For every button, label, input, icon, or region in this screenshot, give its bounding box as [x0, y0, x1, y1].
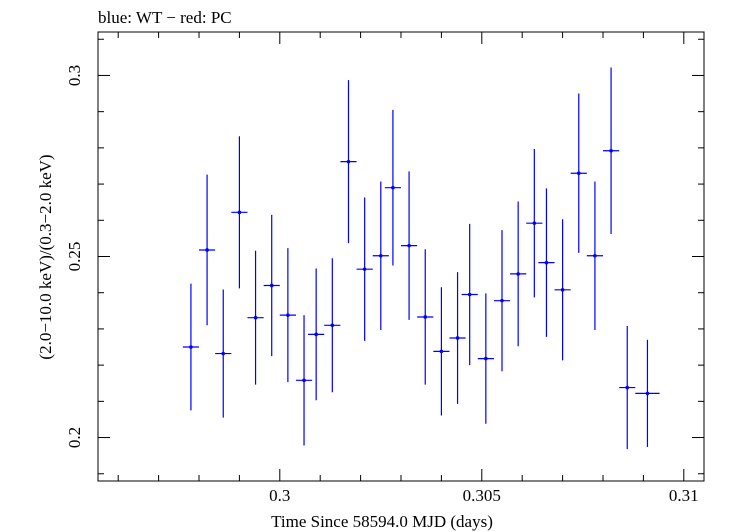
data-marker	[645, 391, 650, 396]
data-point	[433, 287, 450, 416]
data-point	[215, 289, 232, 418]
x-axis-label: Time Since 58594.0 MJD (days)	[271, 512, 493, 531]
x-tick-label: 0.3	[269, 486, 290, 505]
data-point	[554, 219, 571, 361]
data-point	[372, 181, 389, 331]
data-marker	[362, 267, 367, 271]
data-point	[570, 93, 587, 253]
data-point	[449, 272, 466, 404]
data-point	[231, 136, 248, 289]
data-marker	[467, 292, 472, 297]
data-marker	[189, 345, 193, 349]
data-marker	[379, 253, 383, 258]
axis-tick-labels: 0.3 0.305 0.31 0.2 0.25 0.3	[65, 65, 699, 505]
data-point	[538, 188, 555, 337]
data-marker	[269, 283, 274, 288]
data-marker	[500, 298, 504, 303]
y-tick-label: 0.3	[65, 65, 84, 86]
data-marker	[439, 349, 444, 354]
data-point	[247, 250, 264, 385]
y-tick-label: 0.25	[65, 242, 84, 272]
data-point	[308, 268, 325, 401]
y-tick-label: 0.2	[65, 427, 84, 448]
data-point	[417, 249, 434, 385]
data-marker	[237, 210, 242, 215]
data-marker	[391, 185, 395, 190]
data-marker	[407, 243, 411, 248]
data-point	[182, 283, 199, 411]
x-tick-label: 0.31	[669, 486, 699, 505]
data-marker	[609, 148, 613, 153]
data-point	[619, 326, 636, 450]
data-marker	[205, 248, 209, 252]
data-marker	[625, 385, 630, 390]
data-point	[263, 214, 280, 357]
data-marker	[593, 253, 597, 258]
data-point	[384, 109, 401, 266]
data-points	[182, 67, 660, 450]
data-marker	[302, 378, 306, 383]
data-marker	[516, 272, 520, 276]
data-marker	[484, 356, 488, 361]
data-marker	[576, 171, 581, 176]
data-point	[356, 197, 373, 341]
data-point	[510, 201, 527, 347]
data-marker	[455, 336, 460, 340]
data-point	[477, 293, 494, 424]
data-point	[401, 171, 418, 320]
y-axis-label: (2.0−10.0 keV)/(0.3−2.0 keV)	[36, 154, 55, 359]
data-point	[586, 181, 603, 331]
data-point	[493, 230, 511, 372]
axis-ticks	[98, 32, 704, 481]
chart-title: blue: WT − red: PC	[98, 8, 232, 27]
data-marker	[221, 351, 226, 356]
x-tick-label: 0.305	[463, 486, 501, 505]
data-point	[279, 248, 296, 383]
data-marker	[544, 260, 549, 265]
data-point	[199, 174, 216, 326]
data-point	[635, 339, 660, 447]
data-marker	[532, 221, 537, 225]
data-marker	[330, 323, 335, 328]
data-marker	[286, 313, 290, 317]
data-point	[461, 223, 478, 366]
data-marker	[314, 332, 318, 337]
data-point	[295, 315, 313, 446]
data-marker	[253, 315, 258, 320]
data-marker	[423, 315, 428, 319]
data-point	[324, 258, 341, 393]
data-point	[340, 80, 357, 244]
data-marker	[560, 288, 565, 292]
data-marker	[346, 159, 351, 164]
data-point	[526, 148, 543, 298]
data-point	[603, 67, 620, 235]
